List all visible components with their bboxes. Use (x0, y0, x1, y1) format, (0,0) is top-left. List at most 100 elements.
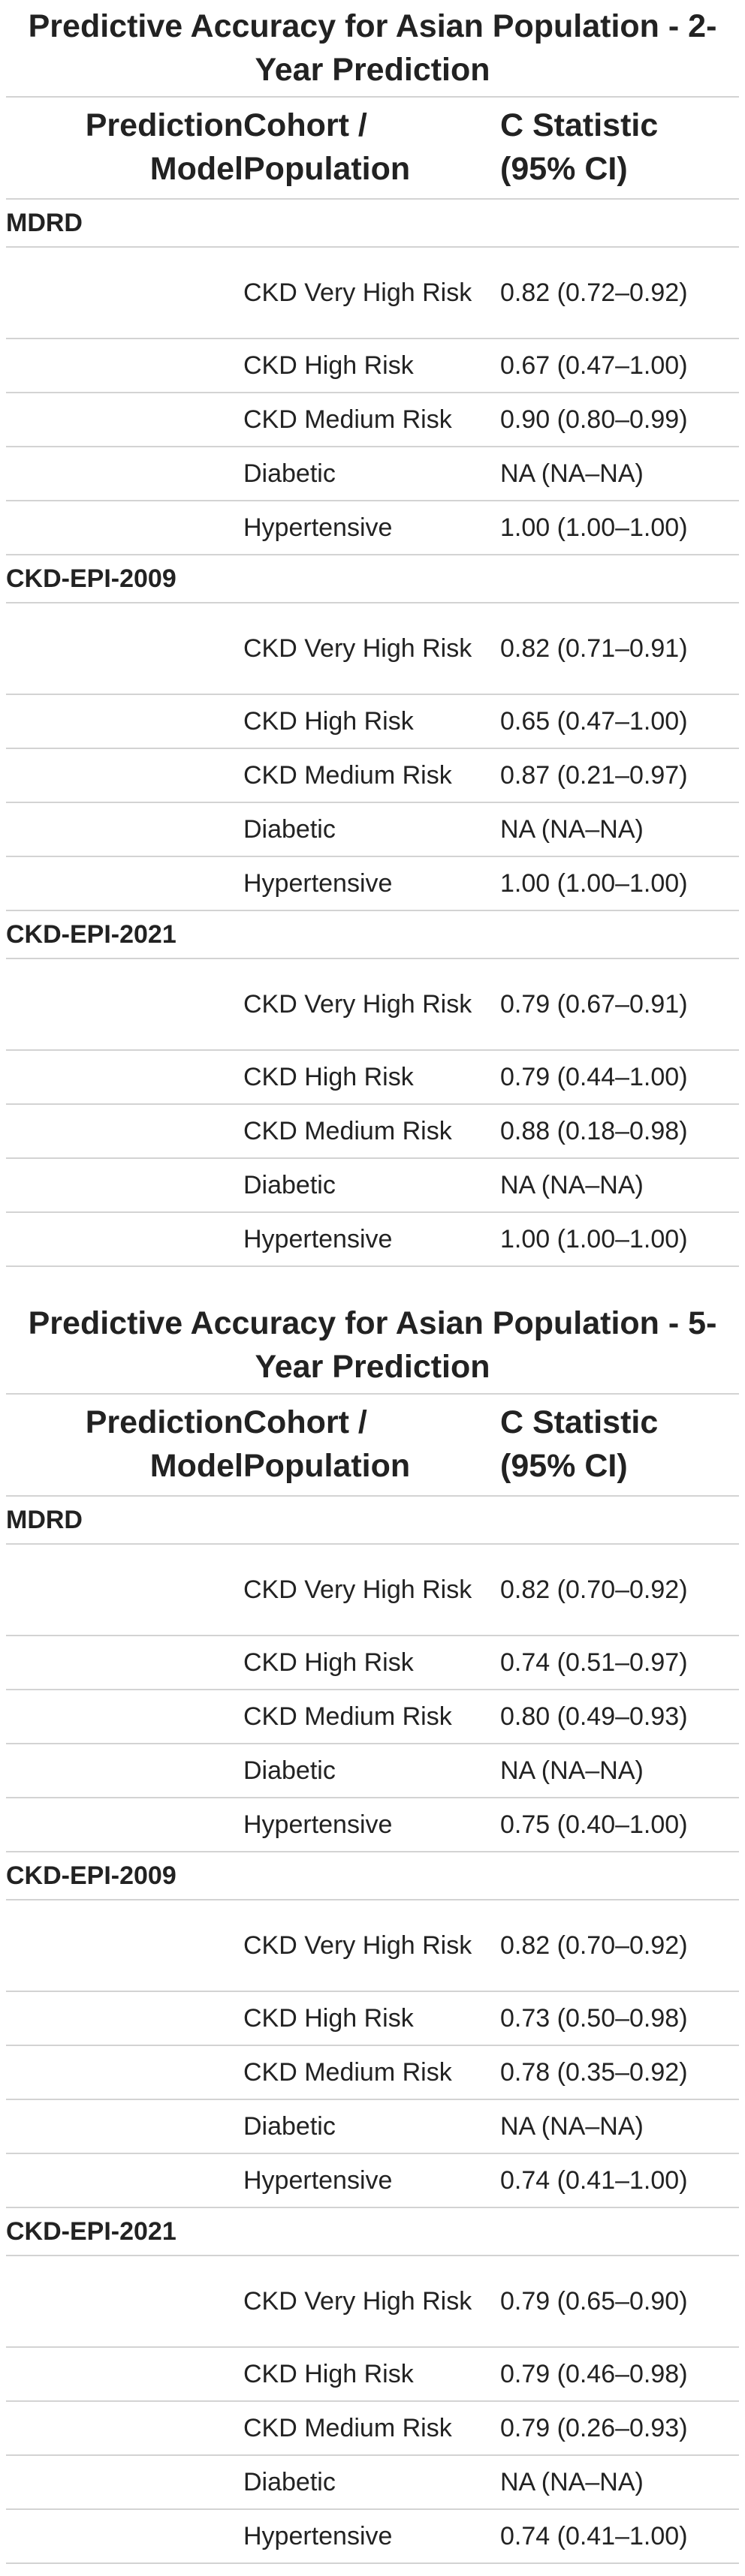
cohort-cell: CKD Medium Risk (243, 2414, 452, 2442)
stat-cell: 0.78 (0.35–0.92) (500, 2057, 688, 2087)
header-cohort: Cohort / Population (243, 1404, 411, 1484)
stat-cell: 0.79 (0.46–0.98) (500, 2359, 688, 2388)
cohort-cell: CKD Medium Risk (243, 1117, 452, 1145)
stat-cell: 0.79 (0.44–1.00) (500, 1062, 688, 1091)
stat-cell: 0.87 (0.21–0.97) (500, 760, 688, 790)
cohort-cell: Hypertensive (243, 1810, 393, 1839)
cohort-cell: CKD Very High Risk (243, 990, 472, 1019)
stat-cell: 0.82 (0.70–0.92) (500, 1930, 688, 1960)
stat-cell: 0.75 (0.40–1.00) (500, 1810, 688, 1839)
table-title: Predictive Accuracy for Asian Population… (6, 1297, 739, 1395)
table-row: Diabetic NA (NA–NA) (6, 1159, 739, 1213)
table-row: CKD Very High Risk 0.82 (0.72–0.92) (6, 248, 739, 339)
stat-cell: 0.74 (0.41–1.00) (500, 2165, 688, 2195)
stat-cell: 0.82 (0.71–0.91) (500, 633, 688, 663)
stat-cell: 0.79 (0.65–0.90) (500, 2286, 688, 2316)
table-row: CKD Medium Risk 0.87 (0.21–0.97) (6, 749, 739, 803)
cohort-cell: Diabetic (243, 1756, 336, 1785)
table-row: Hypertensive 0.75 (0.40–1.00) (6, 1798, 739, 1852)
table-row: Hypertensive 1.00 (1.00–1.00) (6, 1213, 739, 1267)
table-row: CKD Very High Risk 0.79 (0.67–0.91) (6, 959, 739, 1051)
table-row: Diabetic NA (NA–NA) (6, 2456, 739, 2510)
table-row: CKD High Risk 0.65 (0.47–1.00) (6, 695, 739, 749)
cohort-cell: Diabetic (243, 815, 336, 844)
stat-cell: NA (NA–NA) (500, 2467, 644, 2496)
cohort-cell: Hypertensive (243, 2166, 393, 2195)
stat-cell: 1.00 (1.00–1.00) (500, 1224, 688, 1253)
table-row: Diabetic NA (NA–NA) (6, 803, 739, 857)
stat-cell: 0.67 (0.47–1.00) (500, 351, 688, 380)
cohort-cell: CKD Very High Risk (243, 278, 472, 307)
cohort-cell: Hypertensive (243, 513, 393, 542)
table-row: CKD High Risk 0.73 (0.50–0.98) (6, 1992, 739, 2046)
cohort-cell: CKD High Risk (243, 351, 414, 380)
group-header: CKD-EPI-2021 (6, 911, 739, 959)
table-row: CKD Very High Risk 0.79 (0.65–0.90) (6, 2256, 739, 2348)
stat-cell: 0.80 (0.49–0.93) (500, 1702, 688, 1731)
column-header-row: Prediction Model Cohort / Population C S… (6, 98, 739, 200)
stat-cell: 0.74 (0.41–1.00) (500, 2521, 688, 2550)
cohort-cell: Hypertensive (243, 1225, 393, 1253)
table-2-year: Predictive Accuracy for Asian Population… (6, 0, 739, 1267)
table-row: CKD High Risk 0.79 (0.44–1.00) (6, 1051, 739, 1105)
table-row: CKD Medium Risk 0.90 (0.80–0.99) (6, 393, 739, 447)
stat-cell: 1.00 (1.00–1.00) (500, 868, 688, 898)
table-5-year: Predictive Accuracy for Asian Population… (6, 1297, 739, 2564)
table-row: Hypertensive 0.74 (0.41–1.00) (6, 2510, 739, 2564)
table-row: CKD Very High Risk 0.82 (0.70–0.92) (6, 1900, 739, 1992)
cohort-cell: CKD Very High Risk (243, 1575, 472, 1604)
table-row: CKD Medium Risk 0.80 (0.49–0.93) (6, 1690, 739, 1744)
table-row: Diabetic NA (NA–NA) (6, 1744, 739, 1798)
table-title: Predictive Accuracy for Asian Population… (6, 0, 739, 98)
header-model: Prediction Model (85, 107, 243, 187)
column-header-row: Prediction Model Cohort / Population C S… (6, 1395, 739, 1497)
table-row: Hypertensive 0.74 (0.41–1.00) (6, 2154, 739, 2208)
cohort-cell: CKD Very High Risk (243, 634, 472, 663)
cohort-cell: Diabetic (243, 459, 336, 488)
stat-cell: 0.73 (0.50–0.98) (500, 2003, 688, 2033)
table-row: CKD Medium Risk 0.88 (0.18–0.98) (6, 1105, 739, 1159)
table-row: CKD Very High Risk 0.82 (0.70–0.92) (6, 1545, 739, 1636)
group-header: MDRD (6, 1497, 739, 1545)
stat-cell: 0.74 (0.51–0.97) (500, 1648, 688, 1677)
table-gap (6, 1267, 739, 1297)
table-row: Hypertensive 1.00 (1.00–1.00) (6, 501, 739, 555)
stat-cell: NA (NA–NA) (500, 814, 644, 844)
cohort-cell: Hypertensive (243, 2522, 393, 2550)
table-row: CKD High Risk 0.67 (0.47–1.00) (6, 339, 739, 393)
stat-cell: 0.65 (0.47–1.00) (500, 706, 688, 736)
cohort-cell: CKD Medium Risk (243, 2058, 452, 2087)
cohort-cell: CKD High Risk (243, 2004, 414, 2033)
cohort-cell: CKD Very High Risk (243, 1931, 472, 1960)
table-row: Diabetic NA (NA–NA) (6, 447, 739, 501)
stat-cell: NA (NA–NA) (500, 2111, 644, 2141)
table-row: CKD High Risk 0.79 (0.46–0.98) (6, 2348, 739, 2402)
stat-cell: NA (NA–NA) (500, 1170, 644, 1199)
cohort-cell: CKD High Risk (243, 1648, 414, 1677)
header-model: Prediction Model (85, 1404, 243, 1484)
cohort-cell: CKD High Risk (243, 707, 414, 736)
cohort-cell: Diabetic (243, 2468, 336, 2496)
stat-cell: 0.79 (0.67–0.91) (500, 989, 688, 1019)
cohort-cell: CKD Medium Risk (243, 405, 452, 434)
stat-cell: NA (NA–NA) (500, 1756, 644, 1785)
stat-cell: 0.79 (0.26–0.93) (500, 2413, 688, 2442)
header-cohort: Cohort / Population (243, 107, 411, 187)
cohort-cell: CKD Very High Risk (243, 2287, 472, 2316)
header-c-statistic: C Statistic (95% CI) (500, 1404, 659, 1484)
cohort-cell: CKD Medium Risk (243, 761, 452, 790)
table-row: Hypertensive 1.00 (1.00–1.00) (6, 857, 739, 911)
group-header: MDRD (6, 200, 739, 248)
stat-cell: 0.90 (0.80–0.99) (500, 405, 688, 434)
stat-cell: 0.88 (0.18–0.98) (500, 1116, 688, 1145)
cohort-cell: CKD High Risk (243, 2360, 414, 2388)
table-row: CKD Medium Risk 0.79 (0.26–0.93) (6, 2402, 739, 2456)
table-row: Diabetic NA (NA–NA) (6, 2100, 739, 2154)
table-row: CKD Medium Risk 0.78 (0.35–0.92) (6, 2046, 739, 2100)
table-row: CKD High Risk 0.74 (0.51–0.97) (6, 1636, 739, 1690)
group-header: CKD-EPI-2009 (6, 555, 739, 603)
page: Predictive Accuracy for Asian Population… (6, 0, 739, 2564)
stat-cell: 0.82 (0.70–0.92) (500, 1575, 688, 1604)
stat-cell: 0.82 (0.72–0.92) (500, 278, 688, 307)
cohort-cell: CKD High Risk (243, 1063, 414, 1091)
